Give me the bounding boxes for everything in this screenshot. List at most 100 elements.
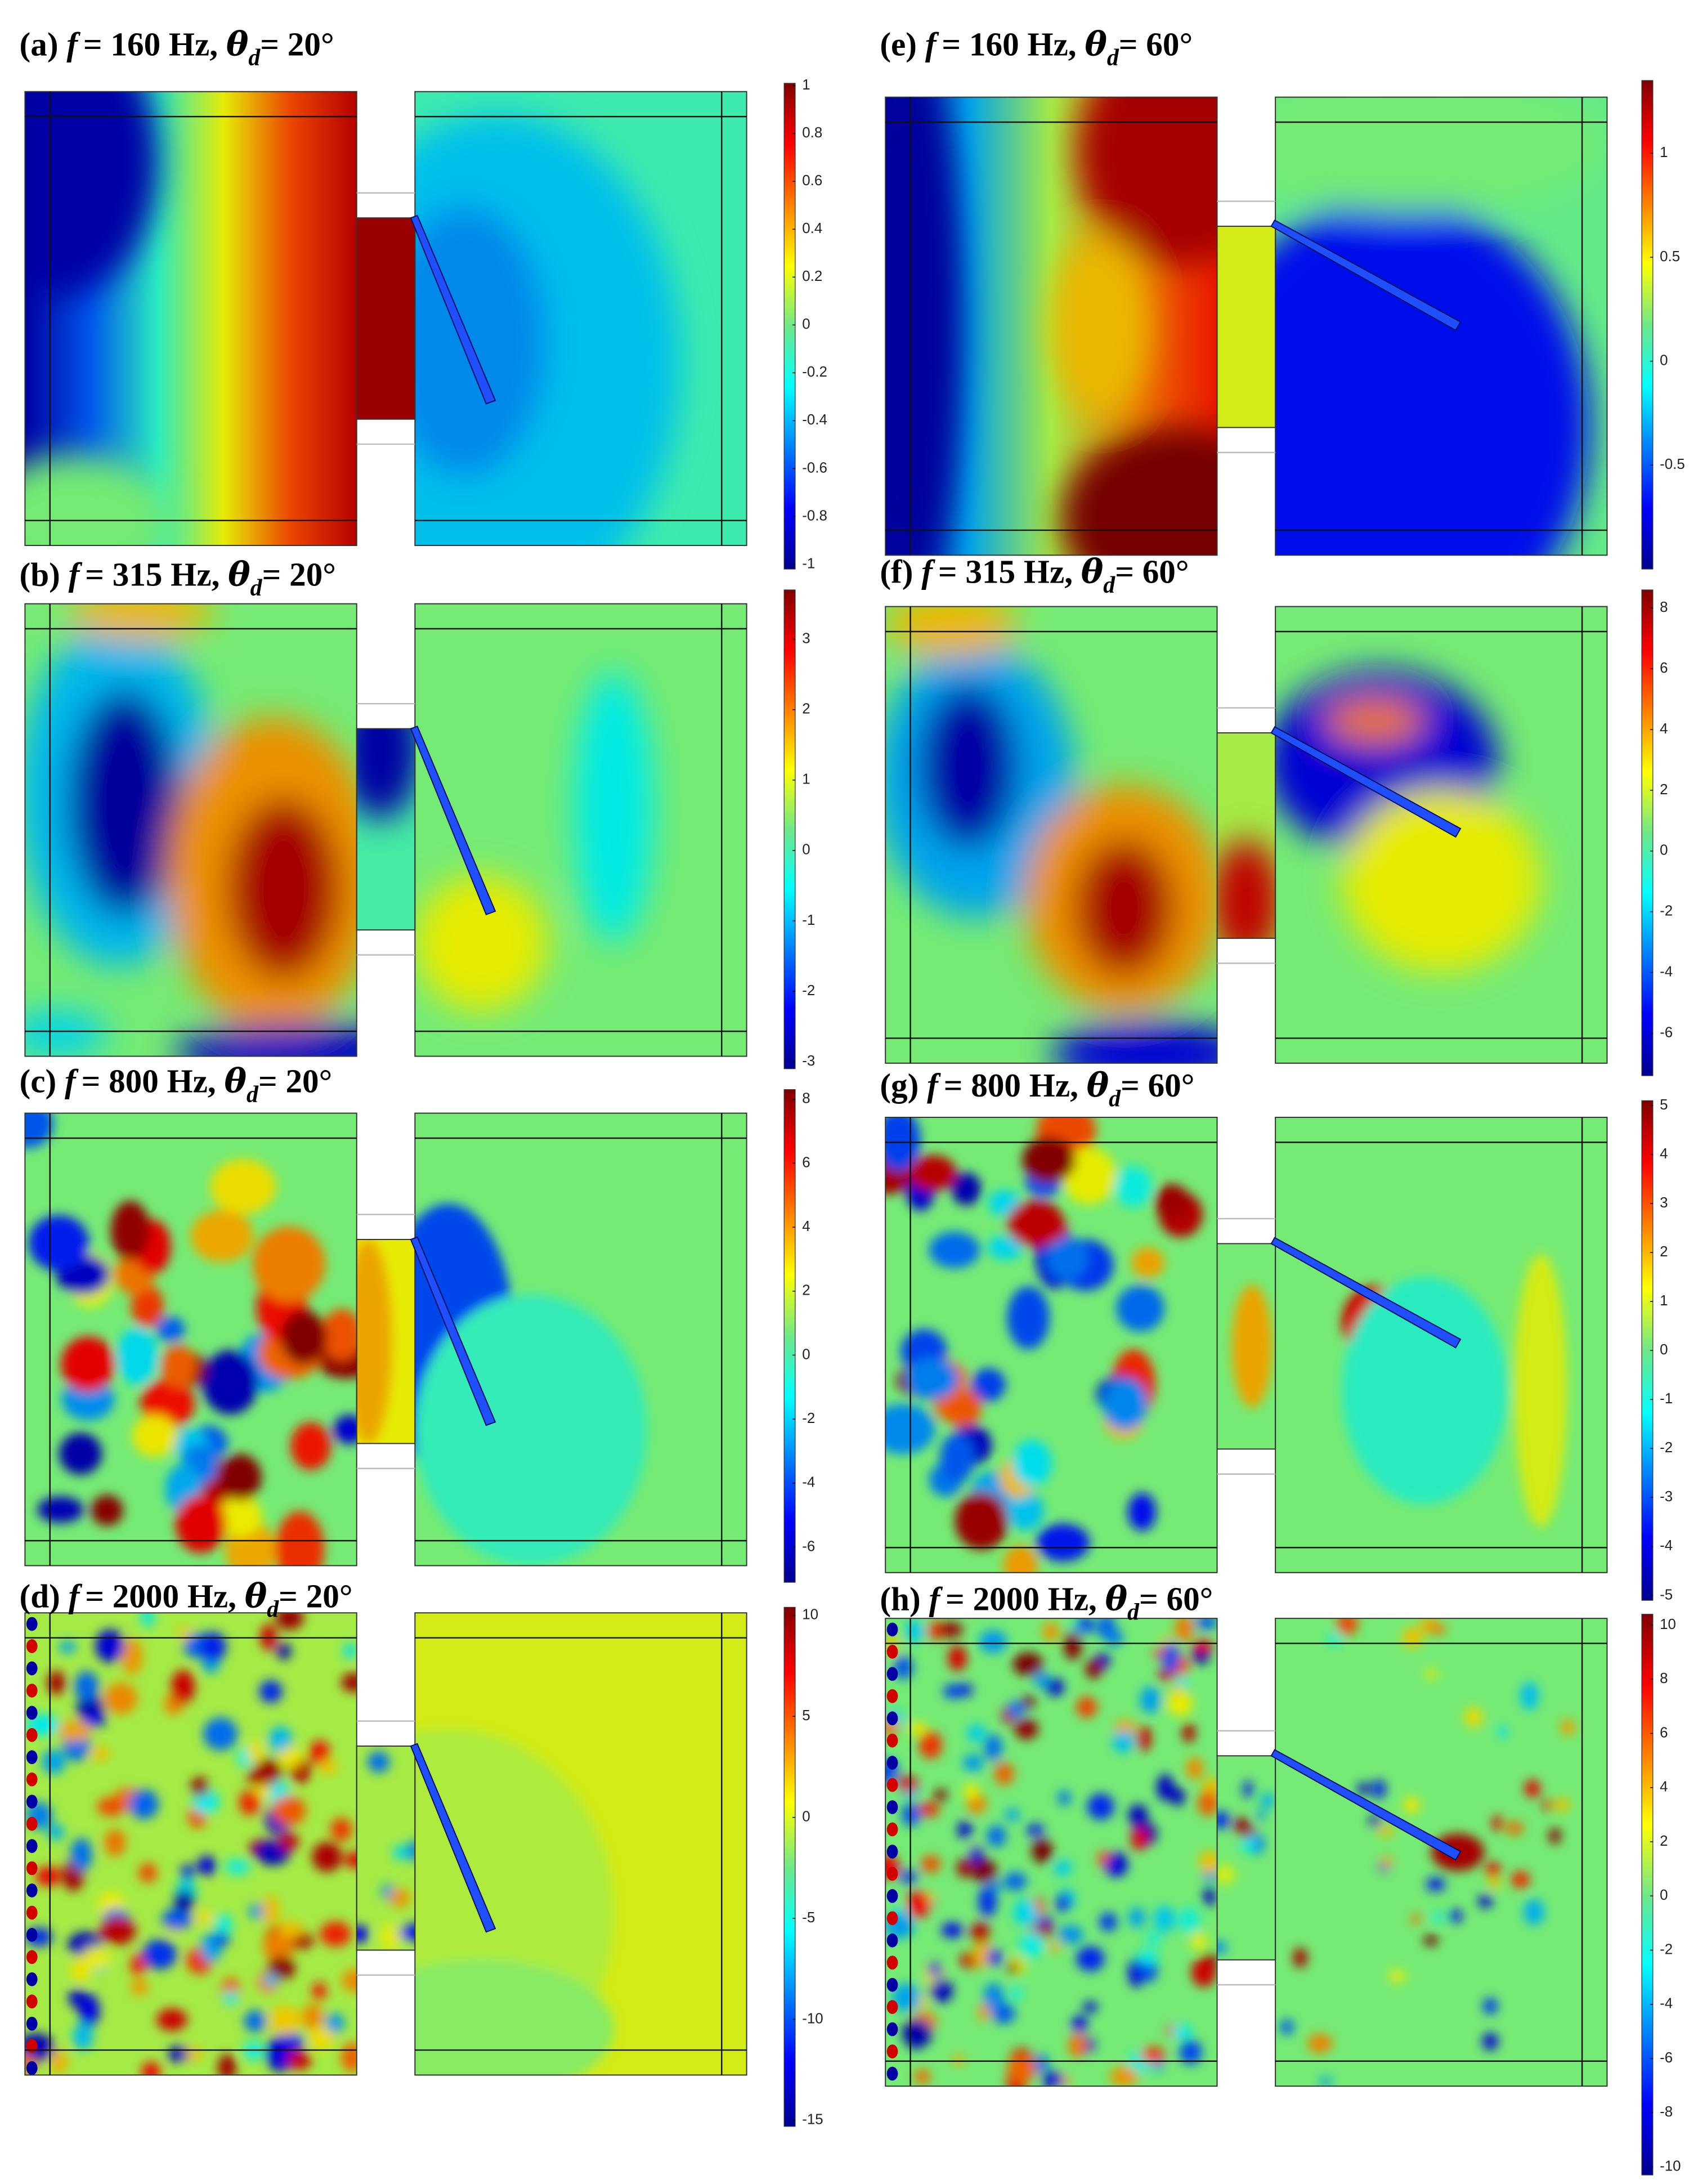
blob — [1136, 1725, 1152, 1752]
blob — [886, 1955, 898, 1970]
blob — [415, 205, 548, 478]
blob — [934, 1789, 948, 1801]
blob — [268, 1726, 292, 1754]
colorbar-tick-label: 0 — [802, 842, 810, 858]
blob — [1554, 1797, 1570, 1812]
blob — [1105, 1628, 1123, 1646]
blob — [262, 1895, 280, 1925]
blob — [70, 1838, 92, 1872]
blob — [290, 1422, 331, 1470]
blob — [1012, 1652, 1043, 1676]
blob — [885, 606, 1018, 657]
blob — [26, 1839, 38, 1853]
blob — [1175, 1618, 1194, 1643]
blob — [239, 1789, 261, 1816]
blob — [25, 454, 174, 546]
blob — [213, 1913, 233, 1936]
title-f: f — [65, 1063, 79, 1100]
blob — [1063, 1631, 1082, 1660]
blob — [181, 1864, 194, 1881]
blob — [951, 1172, 982, 1206]
blob — [1072, 2015, 1088, 2033]
blob — [1449, 1909, 1463, 1923]
plate — [410, 214, 496, 405]
colorbar-tick-label: -4 — [1660, 964, 1673, 979]
blob — [1426, 1877, 1445, 1891]
blob — [95, 1629, 124, 1663]
title-freq: = 160 Hz, — [942, 26, 1076, 63]
blob — [319, 1760, 338, 1775]
blob — [1042, 1621, 1059, 1642]
blob — [1256, 1810, 1266, 1821]
blob — [190, 1777, 209, 1797]
title-label: (a) — [20, 26, 59, 63]
panel-title: (b) f = 315 Hz, θd= 20° — [20, 554, 336, 601]
blob — [1154, 1905, 1175, 1932]
blob — [1021, 1695, 1036, 1708]
colorbar — [783, 83, 796, 570]
blob — [1319, 2076, 1333, 2086]
blob — [1198, 1850, 1217, 1874]
field — [885, 1117, 1217, 1573]
blob — [26, 1750, 38, 1765]
blob — [1217, 1941, 1227, 1954]
blob — [905, 1358, 958, 1400]
blob — [1036, 1523, 1090, 1562]
neck-border — [356, 217, 416, 420]
blob — [341, 1673, 357, 1692]
blob — [1231, 1285, 1273, 1408]
blob — [268, 2006, 302, 2035]
blob — [1560, 1719, 1575, 1735]
blob — [1491, 1815, 1503, 1832]
colorbar-tick-label: -10 — [802, 2011, 823, 2026]
colorbar-tick-label: 3 — [1660, 1195, 1668, 1211]
blob — [1167, 1691, 1193, 1716]
blob — [1506, 1821, 1524, 1836]
blob — [1045, 1678, 1064, 1696]
blob — [104, 1682, 138, 1715]
colorbar-tick-label: -0.5 — [1660, 457, 1685, 472]
colorbar-tick-label: 0 — [1660, 352, 1668, 368]
blob — [969, 1845, 983, 1864]
blob — [1074, 839, 1174, 977]
blob — [899, 1869, 917, 1884]
blob — [141, 2062, 160, 2075]
field — [356, 728, 415, 930]
blobs — [1275, 670, 1541, 972]
blobs — [356, 1239, 392, 1444]
blob — [886, 2000, 898, 2014]
title-freq: = 2000 Hz, — [946, 1580, 1097, 1617]
title-sub: d — [1107, 45, 1119, 71]
blob — [1128, 1907, 1146, 1928]
neck-border — [356, 1746, 416, 1951]
blob — [26, 1684, 38, 1698]
blob — [1082, 2001, 1098, 2013]
blob — [68, 690, 181, 916]
blob — [1112, 1730, 1135, 1753]
blob — [987, 1235, 1024, 1260]
field — [1275, 1117, 1607, 1573]
blob — [26, 1883, 38, 1897]
blob — [1543, 1799, 1552, 1811]
blob — [341, 2042, 357, 2073]
field — [1217, 732, 1276, 938]
neck-border — [1216, 1243, 1276, 1450]
blob — [917, 1995, 929, 2007]
colorbar-tick-label: -2 — [802, 983, 815, 999]
blob — [886, 2022, 898, 2037]
blob — [1116, 1285, 1164, 1332]
blob — [886, 1756, 898, 1770]
blob — [287, 2050, 312, 2070]
blob — [1482, 1998, 1498, 2015]
blobs — [25, 91, 174, 546]
panel-title: (f) f = 315 Hz, θd= 60° — [880, 552, 1189, 598]
blob — [74, 1671, 99, 1702]
colorbar-tick-label: 10 — [802, 1607, 818, 1623]
field — [356, 218, 415, 419]
blob — [938, 1622, 964, 1638]
blob — [1154, 1184, 1190, 1220]
blob — [955, 1492, 1009, 1550]
blob — [886, 1778, 898, 1792]
colorbar-tick-label: -0.8 — [802, 508, 827, 523]
blob — [905, 1620, 925, 1643]
